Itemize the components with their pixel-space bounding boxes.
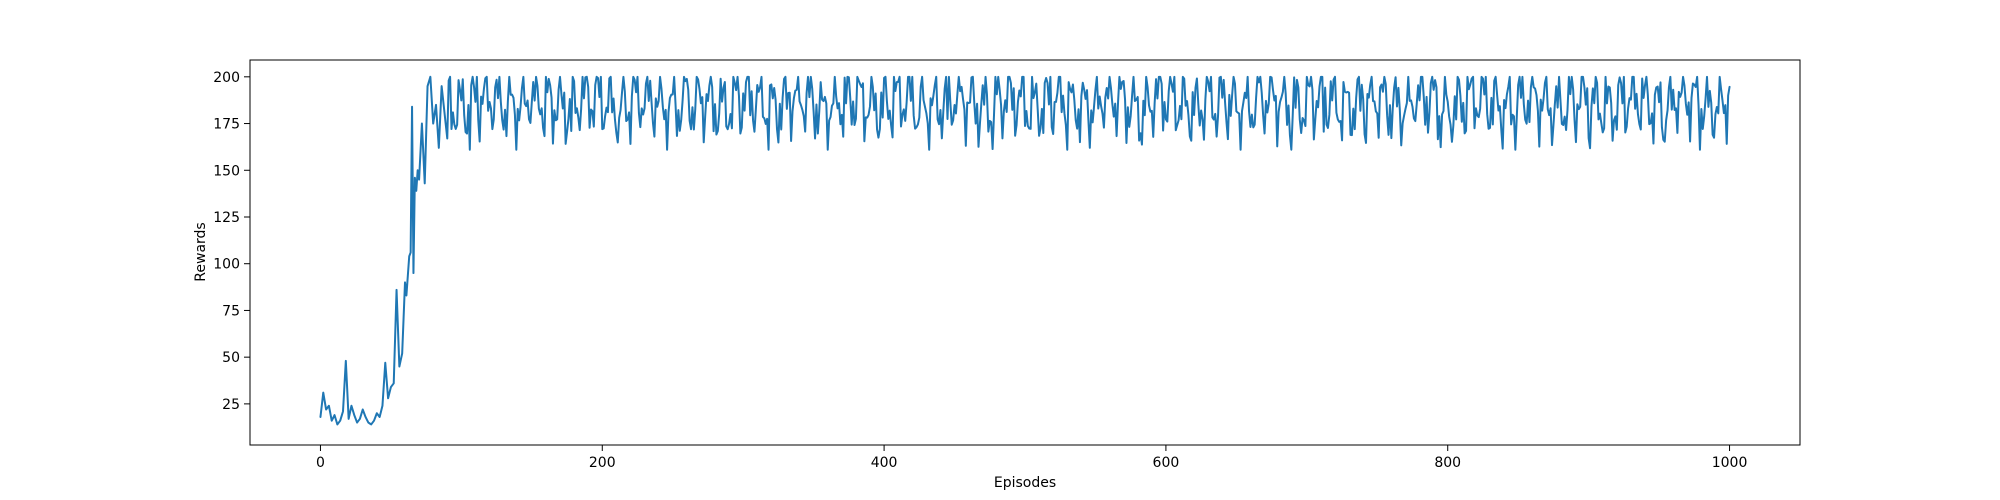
y-axis-label: Rewards (193, 222, 209, 281)
reward-series-line (319, 75, 1731, 426)
x-tick-label-1000: 1000 (1712, 455, 1748, 471)
y-tick-label-150: 150 (213, 163, 240, 179)
x-tick-label-400: 400 (871, 455, 898, 471)
y-tick-label-75: 75 (222, 303, 240, 319)
y-tick-label-175: 175 (213, 117, 240, 133)
y-axis: 25 50 75 100 125 150 175 200 (213, 70, 250, 413)
x-tick-label-200: 200 (589, 455, 616, 471)
x-tick-label-800: 800 (1434, 455, 1461, 471)
x-axis: 0 200 400 600 800 1000 (316, 445, 1747, 471)
y-tick-label-25: 25 (222, 397, 240, 413)
y-tick-label-50: 50 (222, 350, 240, 366)
series-layer (319, 75, 1731, 426)
x-tick-label-0: 0 (316, 455, 325, 471)
x-axis-label: Episodes (994, 475, 1056, 491)
y-tick-label-100: 100 (213, 257, 240, 273)
x-tick-label-600: 600 (1153, 455, 1180, 471)
y-tick-label-200: 200 (213, 70, 240, 86)
y-tick-label-125: 125 (213, 210, 240, 226)
